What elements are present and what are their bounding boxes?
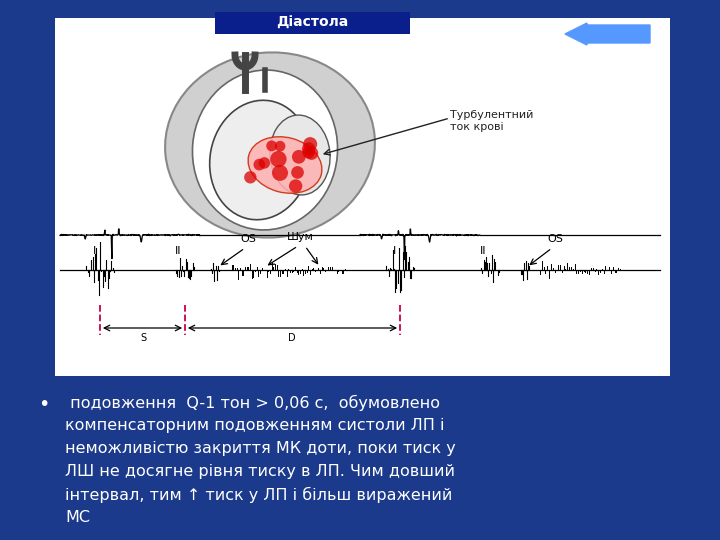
Ellipse shape [210, 100, 310, 220]
Circle shape [289, 179, 302, 193]
Text: Шум: Шум [287, 232, 313, 242]
Circle shape [302, 146, 315, 159]
Circle shape [272, 165, 288, 181]
Text: Діастола: Діастола [276, 16, 348, 30]
Ellipse shape [165, 52, 375, 238]
FancyBboxPatch shape [55, 18, 670, 376]
Circle shape [258, 157, 270, 168]
Circle shape [266, 140, 277, 151]
Text: МС: МС [65, 510, 90, 525]
Circle shape [253, 159, 265, 171]
Text: OS: OS [547, 234, 563, 244]
Ellipse shape [248, 137, 322, 193]
Text: подовження  Q-1 тон > 0,06 с,  обумовлено: подовження Q-1 тон > 0,06 с, обумовлено [65, 395, 440, 411]
FancyArrow shape [565, 23, 650, 45]
Text: I: I [393, 246, 397, 256]
Text: •: • [38, 395, 50, 414]
Text: II: II [480, 246, 486, 256]
FancyBboxPatch shape [215, 12, 410, 34]
Text: інтервал, тим ↑ тиск у ЛП і більш виражений: інтервал, тим ↑ тиск у ЛП і більш вираже… [65, 487, 452, 503]
Text: I: I [94, 246, 96, 256]
Circle shape [302, 142, 315, 156]
Ellipse shape [270, 115, 330, 195]
Text: S: S [140, 333, 146, 343]
Circle shape [291, 166, 304, 179]
Text: OS: OS [240, 234, 256, 244]
Text: II: II [175, 246, 181, 256]
Text: D: D [288, 333, 296, 343]
Circle shape [305, 146, 318, 160]
Circle shape [303, 137, 318, 151]
Text: ЛШ не досягне рівня тиску в ЛП. Чим довший: ЛШ не досягне рівня тиску в ЛП. Чим довш… [65, 464, 455, 479]
Circle shape [244, 171, 256, 184]
Text: Турбулентний
ток крові: Турбулентний ток крові [450, 110, 534, 132]
Circle shape [292, 150, 306, 164]
Circle shape [275, 141, 285, 152]
Circle shape [270, 151, 287, 167]
Text: компенсаторним подовженням систоли ЛП і: компенсаторним подовженням систоли ЛП і [65, 418, 444, 433]
Ellipse shape [192, 70, 338, 230]
Text: неможливістю закриття МК доти, поки тиск у: неможливістю закриття МК доти, поки тиск… [65, 441, 456, 456]
